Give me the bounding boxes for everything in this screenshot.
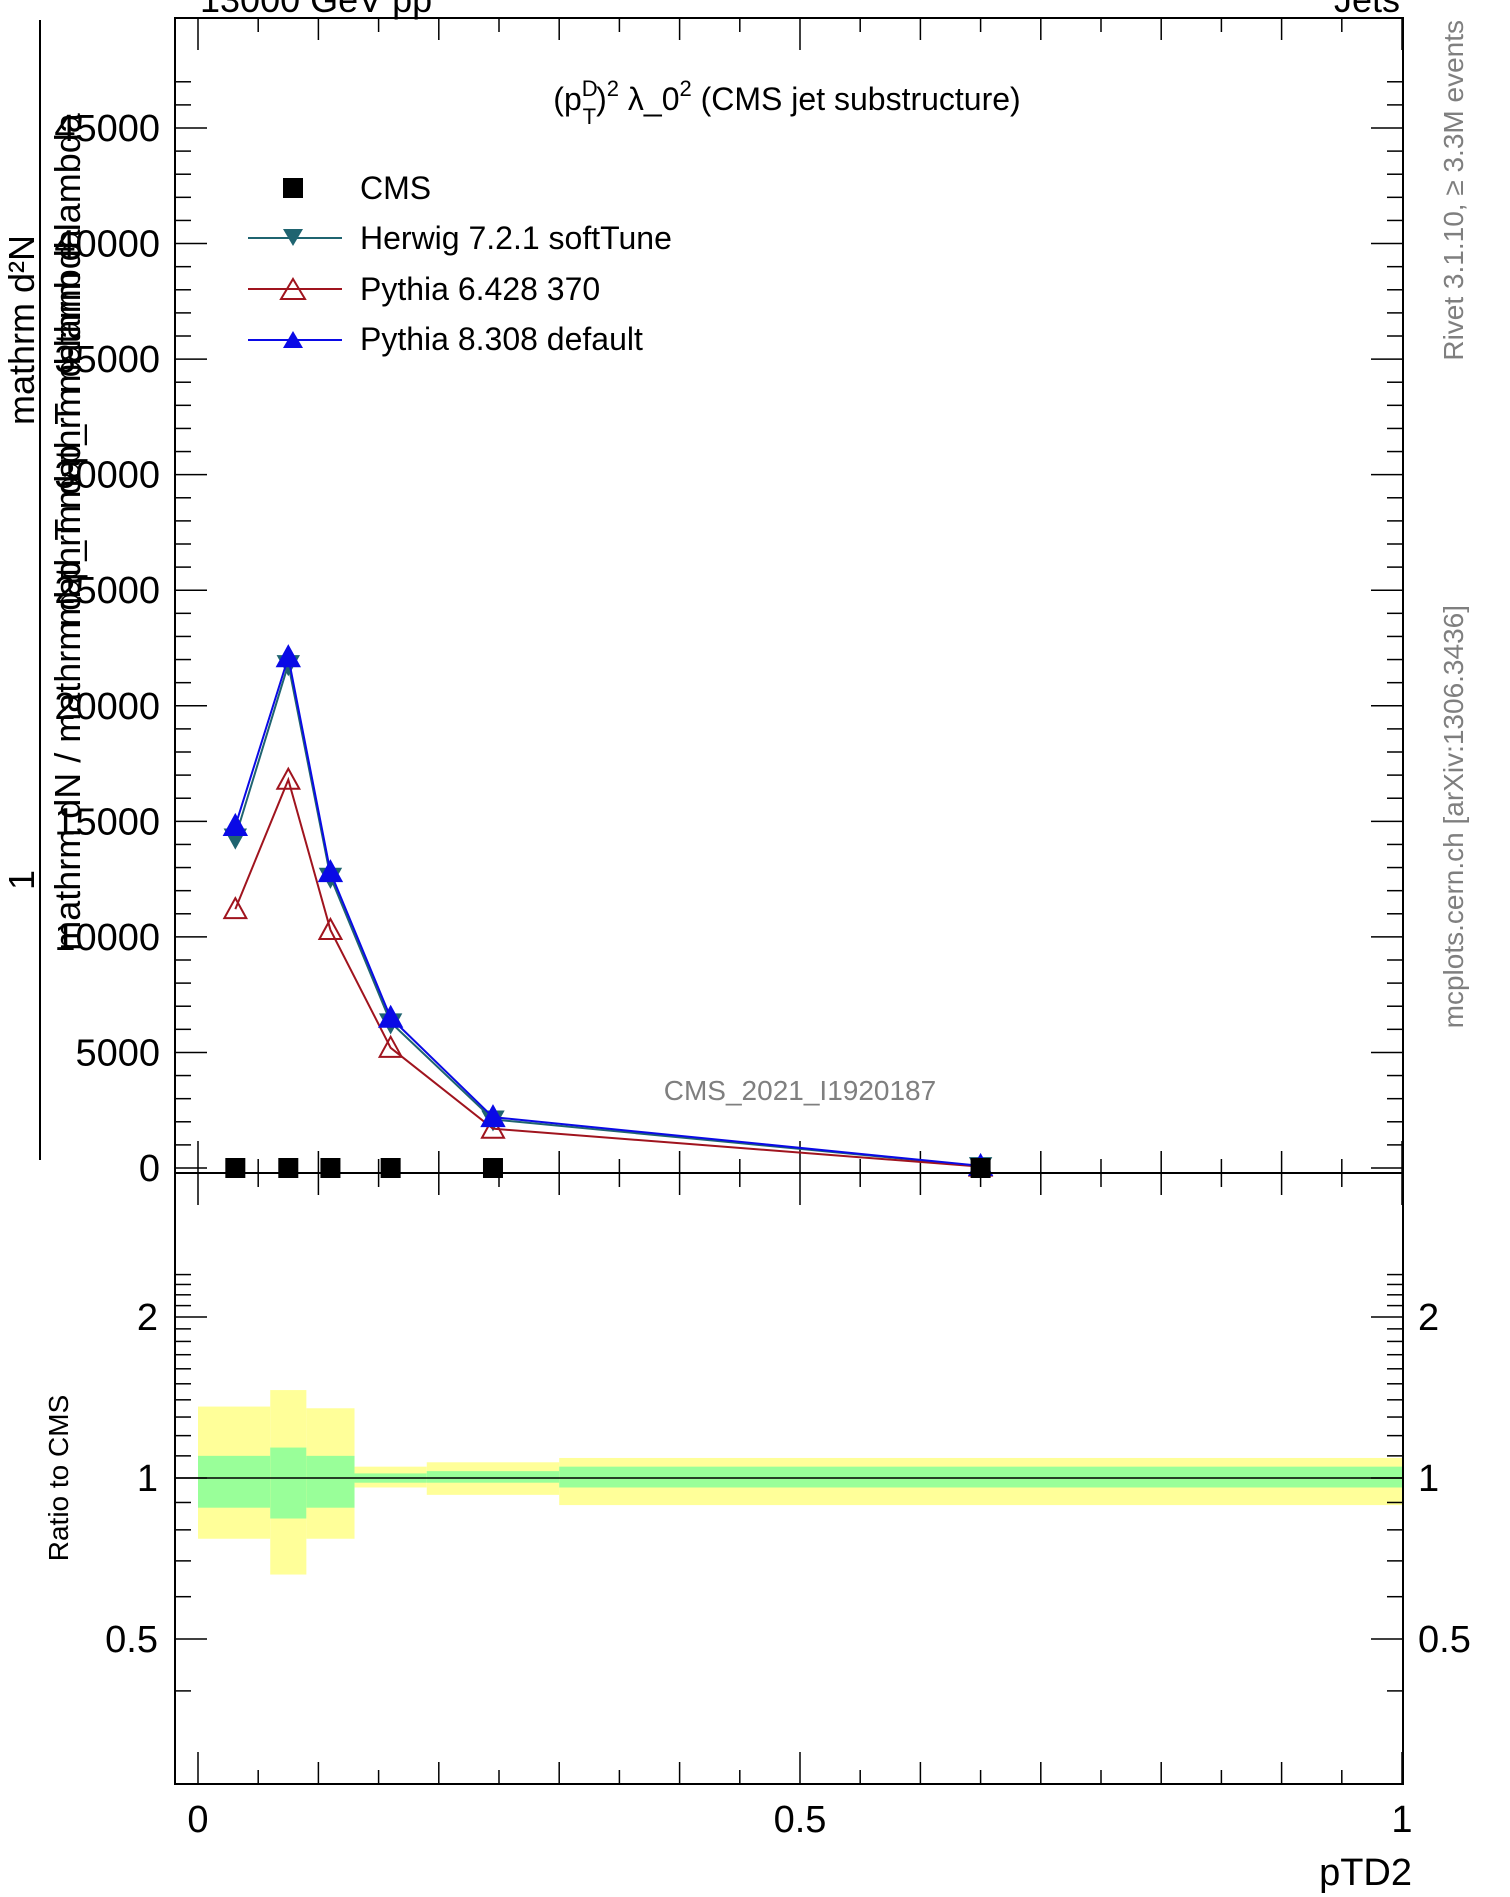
ratio-tick-label-left: 0.5 xyxy=(105,1619,158,1661)
legend-marker-pythia6 xyxy=(279,277,307,300)
rivet-label: Rivet 3.1.10, ≥ 3.3M events xyxy=(1438,20,1469,361)
series-marker-2 xyxy=(317,859,344,883)
legend-label-pythia6: Pythia 6.428 370 xyxy=(360,271,600,307)
ratio-tick-label-right: 0.5 xyxy=(1418,1619,1471,1661)
x-axis-label: pTD2 xyxy=(1319,1852,1412,1894)
ratio-tick-label-left: 2 xyxy=(137,1297,158,1339)
y-tick-label: 15000 xyxy=(54,801,160,843)
reference-marker xyxy=(278,1158,299,1178)
y-tick-label: 25000 xyxy=(54,570,160,612)
series-marker-1 xyxy=(317,916,344,940)
series-line-2 xyxy=(234,656,981,1167)
ylabel-overlay: mathrm d²N xyxy=(1,235,42,425)
y-tick-label: 35000 xyxy=(54,339,160,381)
mcplots-label: mcplots.cern.ch [arXiv:1306.3436] xyxy=(1438,605,1469,1028)
series-line-0 xyxy=(234,663,981,1168)
series-marker-1 xyxy=(222,896,249,920)
y-tick-label: 10000 xyxy=(54,917,160,959)
series-marker-1 xyxy=(480,1115,506,1139)
reference-marker xyxy=(380,1158,401,1178)
ratio-axis-ticks xyxy=(175,1173,1403,1784)
title-part-a: (p xyxy=(553,81,581,117)
title-sup1: D xyxy=(582,76,598,101)
y-tick-label: 30000 xyxy=(54,455,160,497)
ratio-ylabel: Ratio to CMS xyxy=(43,1395,74,1562)
x-tick-label: 1 xyxy=(1391,1799,1412,1841)
y-axis-label: 1 mathrm d²N mathrm dN / mathrm d p_T ma… xyxy=(1,20,88,1160)
ylabel-overlay2: mathrm d p_T mathrm d lambda xyxy=(47,112,88,627)
ratio-stat-band xyxy=(270,1447,307,1519)
title-part-b: ) xyxy=(596,81,607,117)
reference-marker xyxy=(482,1158,503,1178)
legend: CMS Herwig 7.2.1 softTune Pythia 6.428 3… xyxy=(248,170,672,357)
main-axis-ticks xyxy=(175,18,1403,1173)
title-part-d: (CMS jet substructure) xyxy=(692,81,1021,117)
title-sub1: T xyxy=(583,104,596,129)
chart-title: (pD T)2 λ_02 (CMS jet substructure) xyxy=(553,76,1020,129)
legend-label-pythia8: Pythia 8.308 default xyxy=(360,321,643,357)
reference-marker xyxy=(320,1158,341,1178)
ratio-stat-band xyxy=(426,1471,560,1483)
legend-label-cms: CMS xyxy=(360,170,431,206)
x-tick-labels: 0 0.5 1 xyxy=(187,1799,1412,1841)
ratio-tick-label-left: 1 xyxy=(137,1458,158,1500)
y-tick-label: 0 xyxy=(139,1148,160,1190)
ratio-tick-label-right: 1 xyxy=(1418,1458,1439,1500)
header-left: 13000 GeV pp xyxy=(200,0,432,20)
series-marker-2 xyxy=(480,1104,506,1128)
ratio-stat-band xyxy=(306,1455,355,1508)
legend-marker-cms xyxy=(283,178,303,198)
legend-label-herwig: Herwig 7.2.1 softTune xyxy=(360,220,672,256)
series-marker-2 xyxy=(222,812,249,836)
analysis-label: CMS_2021_I1920187 xyxy=(664,1075,936,1106)
series-marker-1 xyxy=(377,1034,404,1058)
ylabel-numerator: 1 xyxy=(1,870,42,890)
series-line-1 xyxy=(234,776,981,1168)
y-tick-label: 20000 xyxy=(54,686,160,728)
title-sup2: 2 xyxy=(607,76,619,101)
reference-layer xyxy=(225,1158,991,1178)
ratio-stat-band xyxy=(198,1455,271,1508)
x-tick-label: 0 xyxy=(187,1799,208,1841)
y-tick-label: 5000 xyxy=(75,1032,160,1074)
legend-marker-herwig xyxy=(283,229,303,246)
header-right: Jets xyxy=(1334,0,1400,20)
series-marker-2 xyxy=(275,644,301,668)
ratio-stat-band xyxy=(559,1466,1402,1488)
series-marker-2 xyxy=(377,1004,404,1028)
title-sup3: 2 xyxy=(679,76,691,101)
main-y-tick-labels: 0 5000 10000 15000 20000 25000 30000 35000 40000… xyxy=(54,108,160,1190)
y-tick-label: 40000 xyxy=(54,224,160,266)
series-marker-1 xyxy=(275,766,301,790)
ratio-tick-label-right: 2 xyxy=(1418,1297,1439,1339)
ratio-bands xyxy=(198,1390,1402,1575)
ylabel-denominator: mathrm dN / mathrm d p_T mathrm d lambda xyxy=(47,228,88,951)
legend-marker-pythia8 xyxy=(283,331,303,348)
ratio-tick-labels: 0.5 0.5 1 1 2 2 xyxy=(105,1297,1471,1661)
title-part-c: λ_0 xyxy=(619,81,679,117)
y-tick-label: 45000 xyxy=(54,108,160,150)
x-tick-label: 0.5 xyxy=(774,1799,827,1841)
reference-marker xyxy=(225,1158,246,1178)
